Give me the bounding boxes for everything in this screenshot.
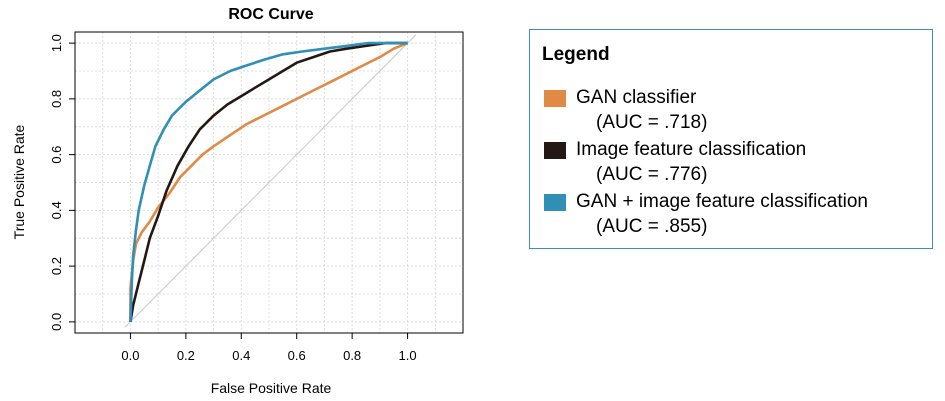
legend-label-gan-image-feature: GAN + image feature classification <box>576 191 868 212</box>
x-tick-label: 0.8 <box>343 348 361 363</box>
series-lines <box>129 41 409 323</box>
legend-auc-gan: (AUC = .718) <box>596 112 708 133</box>
legend-swatch-gan-image-feature <box>544 194 566 211</box>
x-tick-label: 0.2 <box>177 348 195 363</box>
y-tick-label: 0.4 <box>49 201 64 219</box>
series-line-image-feature <box>129 41 408 323</box>
chart-title: ROC Curve <box>228 6 313 23</box>
legend: Legend GAN classifier (AUC = .718) Image… <box>529 29 933 249</box>
y-tick-label: 0.6 <box>49 146 64 164</box>
roc-chart: ROC Curve 0.0 0.2 0.4 0.6 0.8 1.0 0.00.20.40.… <box>11 6 464 396</box>
legend-title: Legend <box>542 44 610 65</box>
legend-auc-gan-image-feature: (AUC = .855) <box>596 216 708 237</box>
series-line-gan-image-feature <box>129 41 408 322</box>
x-tick-label: 0.4 <box>232 348 250 363</box>
y-tick-label: 1.0 <box>49 34 64 52</box>
legend-auc-image-feature: (AUC = .776) <box>596 164 708 185</box>
legend-label-image-feature: Image feature classification <box>576 139 807 160</box>
legend-label-gan: GAN classifier <box>576 87 697 108</box>
series-line-gan <box>129 41 409 322</box>
y-tick-label: 0.0 <box>49 313 64 331</box>
x-axis-title: False Positive Rate <box>211 380 332 396</box>
y-axis: 0.0 0.2 0.4 0.6 0.8 1.0 <box>49 34 75 331</box>
y-tick-label: 0.2 <box>49 257 64 275</box>
x-axis: 0.0 0.2 0.4 0.6 0.8 1.0 <box>121 333 417 363</box>
y-tick-label: 0.8 <box>49 90 64 108</box>
y-axis-title: True Positive Rate <box>11 124 27 239</box>
plot-frame <box>74 31 464 334</box>
legend-swatch-gan <box>544 90 566 107</box>
diagonal-reference-line <box>124 34 417 328</box>
x-tick-label: 1.0 <box>399 348 417 363</box>
x-tick-label: 0.6 <box>288 348 306 363</box>
x-tick-label: 0.0 <box>121 348 139 363</box>
legend-swatch-image-feature <box>544 142 566 159</box>
